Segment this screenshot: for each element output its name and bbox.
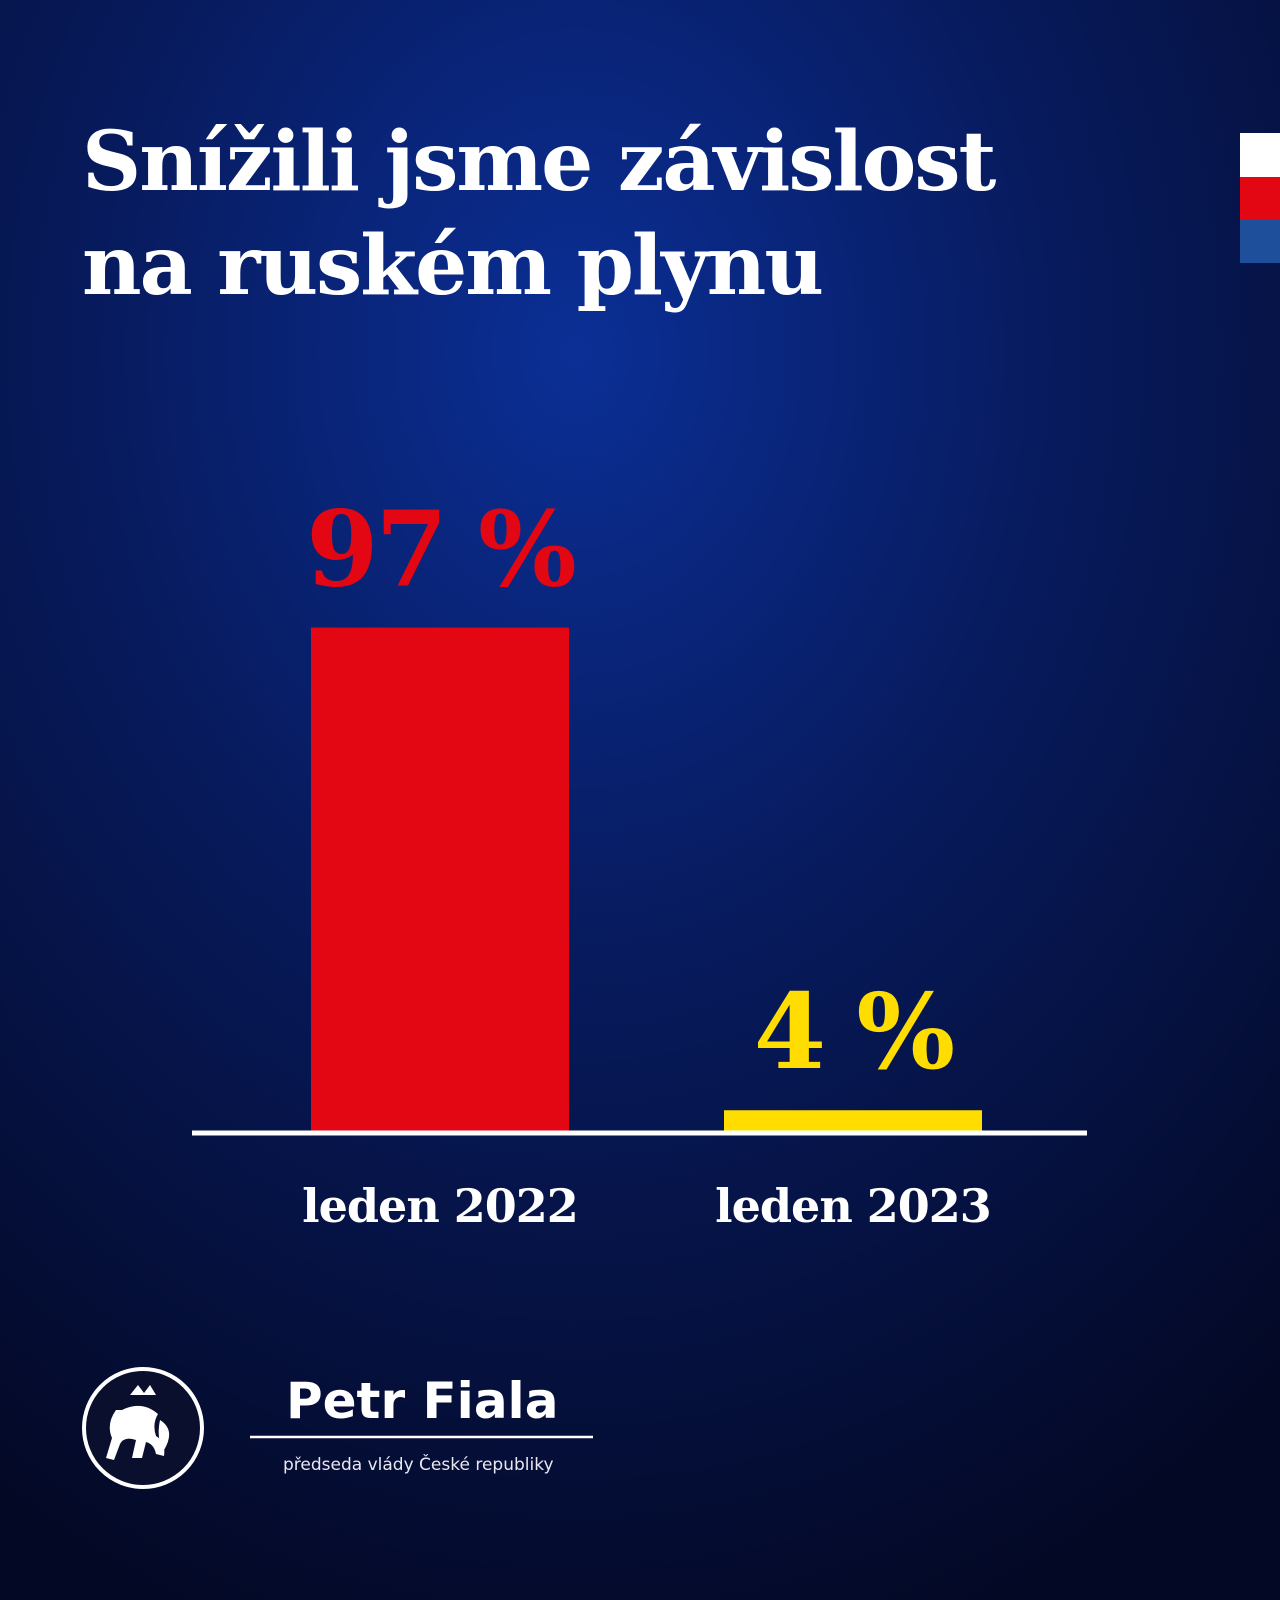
logo-lion: [106, 1385, 170, 1460]
chart-title-line: Snížili jsme závislost: [82, 114, 997, 210]
flag: [1240, 133, 1280, 263]
value-label: 4 %: [754, 970, 954, 1093]
value-label: 97 %: [306, 488, 575, 611]
footer-name: Petr Fiala: [286, 1372, 558, 1430]
logo: [82, 1367, 204, 1489]
bar: [724, 1110, 982, 1131]
flag-white: [1240, 133, 1280, 177]
chart-title-line: na ruském plynu: [82, 218, 822, 314]
x-tick-label: leden 2023: [715, 1179, 991, 1233]
flag-blue: [1240, 220, 1280, 263]
flag-red: [1240, 177, 1280, 220]
bar: [311, 627, 569, 1131]
x-tick-label: leden 2022: [302, 1179, 578, 1233]
footer-role: předseda vlády České republiky: [283, 1453, 554, 1475]
